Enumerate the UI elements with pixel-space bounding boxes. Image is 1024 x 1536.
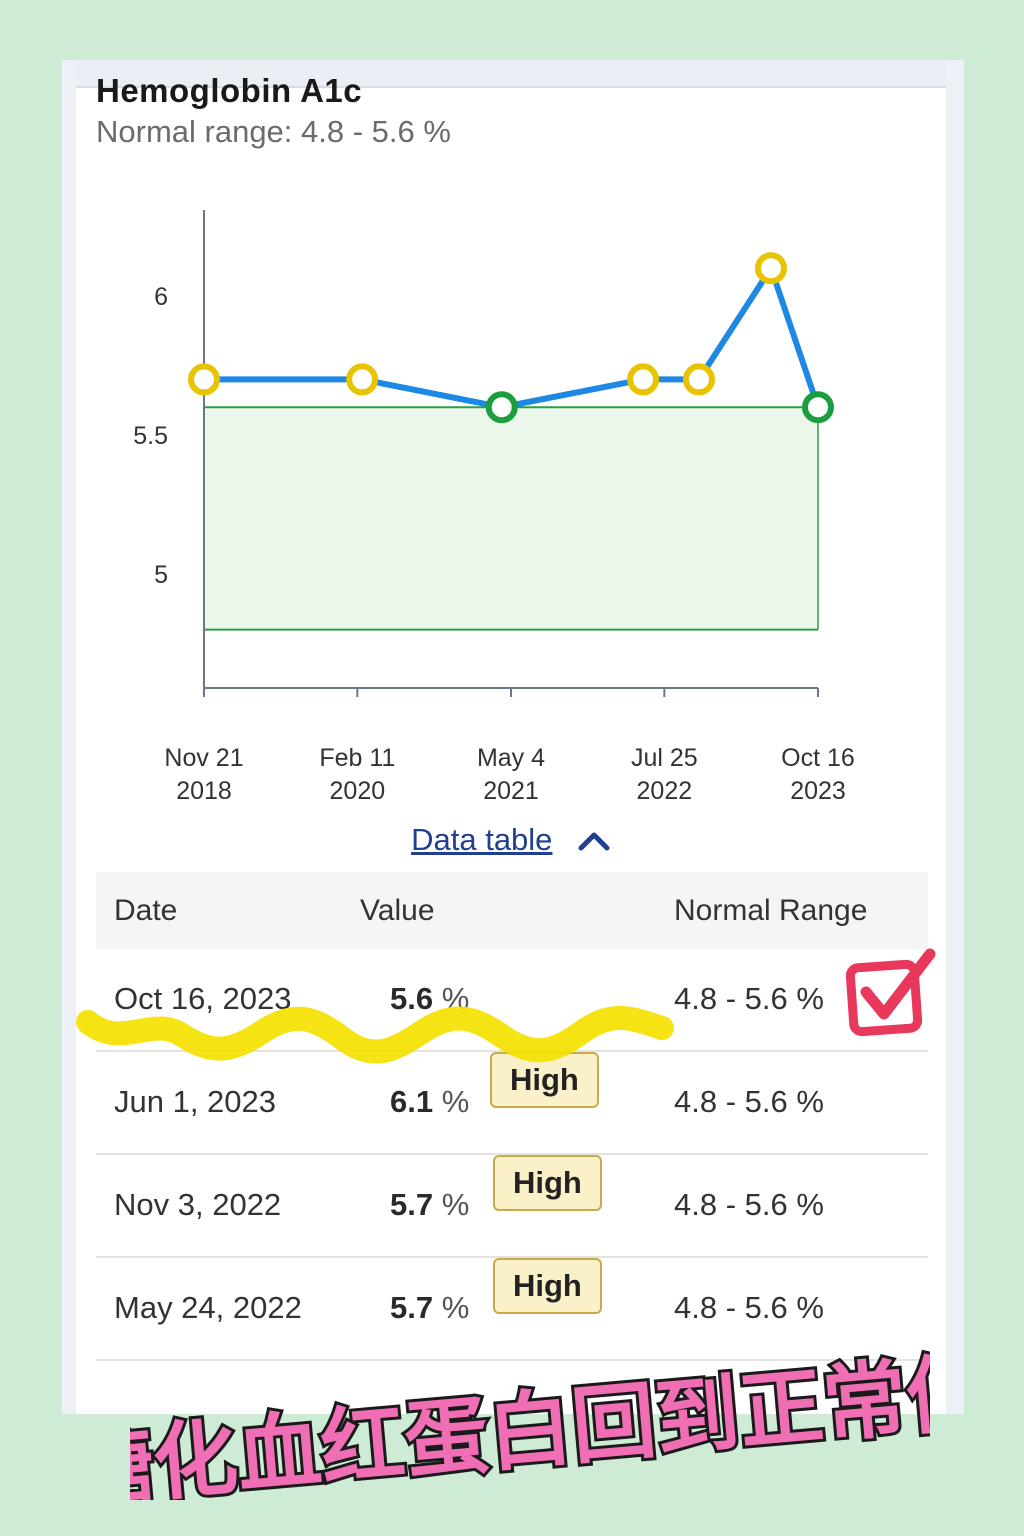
- table-row: May 24, 2022 5.7 % High 4.8 - 5.6 %: [96, 1258, 928, 1361]
- x-tick-label: Jul 25: [631, 744, 698, 772]
- row-value: 5.7 %: [390, 1187, 470, 1222]
- table-row: Oct 16, 2023 5.6 % 4.8 - 5.6 %: [96, 949, 928, 1052]
- header-normal-range: Normal Range: [674, 894, 868, 927]
- header-value: Value: [360, 894, 435, 927]
- row-normal-range: 4.8 - 5.6 %: [674, 981, 824, 1016]
- data-table-link[interactable]: Data table: [411, 822, 553, 857]
- y-tick-label: 5: [154, 561, 168, 589]
- top-toolbar: [76, 60, 946, 88]
- x-tick-label: Feb 11: [319, 744, 395, 772]
- header-date: Date: [114, 894, 178, 927]
- result-card: Hemoglobin A1c Normal range: 4.8 - 5.6 %…: [76, 60, 946, 1414]
- a1c-series-line: [204, 265, 821, 411]
- high-flag-badge: High: [493, 1258, 602, 1314]
- data-point: [802, 391, 834, 424]
- data-table: Date Value Normal Range Oct 16, 2023 5.6 …: [96, 872, 928, 1361]
- row-date: May 24, 2022: [114, 1290, 302, 1325]
- data-point: [485, 391, 518, 424]
- x-tick-label-year: 2022: [637, 777, 693, 805]
- caption-overlay: 糖化血红蛋白回到正常值: [130, 1339, 930, 1500]
- caption-text: 糖化血红蛋白回到正常值: [130, 1342, 930, 1500]
- y-tick-label: 5.5: [133, 422, 168, 450]
- x-tick-label-year: 2020: [330, 777, 386, 805]
- high-flag-badge: High: [490, 1052, 599, 1108]
- y-tick-label: 6: [154, 283, 168, 311]
- chevron-up-icon[interactable]: [577, 829, 611, 851]
- x-tick-label-year: 2018: [176, 777, 232, 805]
- row-value: 5.7 %: [390, 1290, 470, 1325]
- row-date: Oct 16, 2023: [114, 981, 292, 1016]
- x-tick-label-year: 2023: [790, 777, 846, 805]
- data-point: [682, 363, 715, 396]
- x-tick-label: May 4: [477, 744, 545, 772]
- checkmark-sticker-icon: [846, 948, 936, 1037]
- data-point: [346, 363, 379, 396]
- high-flag-badge: High: [493, 1155, 602, 1211]
- row-date: Jun 1, 2023: [114, 1084, 277, 1119]
- test-title: Hemoglobin A1c: [96, 72, 363, 109]
- row-normal-range: 4.8 - 5.6 %: [674, 1290, 824, 1325]
- a1c-line-chart: 5 5.5 6 Nov 21 2018 Feb 11 2020 May 4 2021 Jul 25…: [133, 210, 855, 805]
- x-tick-label: Nov 21: [164, 744, 243, 772]
- row-value: 5.6 %: [390, 981, 470, 1016]
- normal-range-subtitle: Normal range: 4.8 - 5.6 %: [96, 114, 451, 149]
- x-tick-label: Oct 16: [781, 744, 855, 772]
- data-point: [627, 363, 660, 396]
- row-date: Nov 3, 2022: [114, 1187, 282, 1222]
- normal-range-band: [204, 407, 818, 630]
- table-row: Nov 3, 2022 5.7 % High 4.8 - 5.6 %: [96, 1155, 928, 1258]
- table-row: Jun 1, 2023 6.1 % High 4.8 - 5.6 %: [96, 1052, 928, 1155]
- row-normal-range: 4.8 - 5.6 %: [674, 1084, 824, 1119]
- table-header: Date Value Normal Range: [96, 872, 928, 949]
- data-point: [755, 252, 788, 285]
- x-tick-label-year: 2021: [483, 777, 539, 805]
- phone-screen: Hemoglobin A1c Normal range: 4.8 - 5.6 %…: [62, 60, 964, 1414]
- data-point: [188, 363, 220, 396]
- row-normal-range: 4.8 - 5.6 %: [674, 1187, 824, 1222]
- row-value: 6.1 %: [390, 1084, 470, 1119]
- data-table-toggle-row: Data table: [76, 822, 946, 858]
